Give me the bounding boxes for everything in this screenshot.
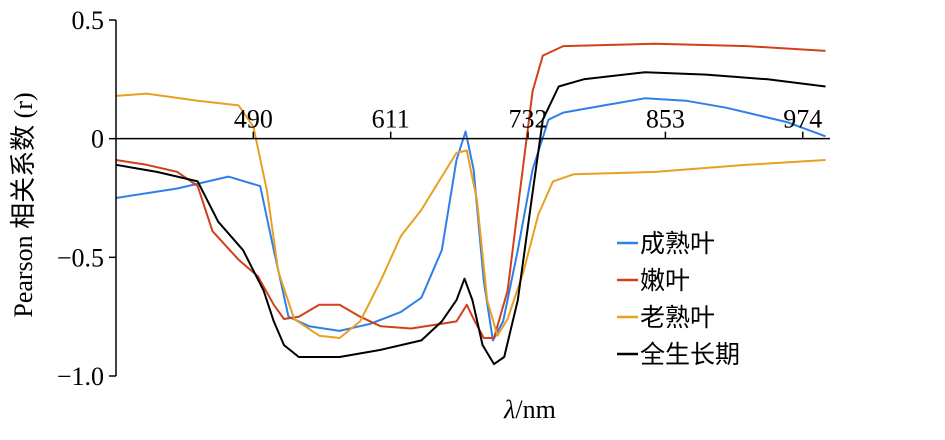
- legend-label: 全生长期: [640, 341, 740, 369]
- y-tick-label: −1.0: [57, 362, 104, 391]
- series-line-2: [115, 92, 826, 339]
- y-tick-label: 0: [91, 125, 104, 154]
- x-tick-label: 490: [234, 105, 273, 134]
- ticks-layer: 490 611 732 853 974 0.5 0 −0.5 −1.0: [57, 6, 822, 391]
- series-line-3: [115, 71, 826, 366]
- series-line-1: [115, 42, 826, 339]
- y-axis-label: Pearson 相关系数 (r): [9, 92, 38, 317]
- x-tick-label: 853: [646, 105, 685, 134]
- legend-label: 嫩叶: [640, 267, 690, 295]
- y-tick-label: −0.5: [57, 243, 104, 272]
- legend-label: 老熟叶: [640, 304, 715, 332]
- legend-label: 成熟叶: [640, 230, 715, 258]
- x-axis-label: λ/nm: [503, 395, 556, 424]
- x-tick-label: 611: [372, 105, 410, 134]
- x-tick-label: 732: [509, 105, 548, 134]
- series-layer: [115, 42, 826, 366]
- series-line-0: [115, 97, 826, 342]
- x-tick-label: 974: [783, 105, 822, 134]
- y-tick-label: 0.5: [72, 6, 105, 35]
